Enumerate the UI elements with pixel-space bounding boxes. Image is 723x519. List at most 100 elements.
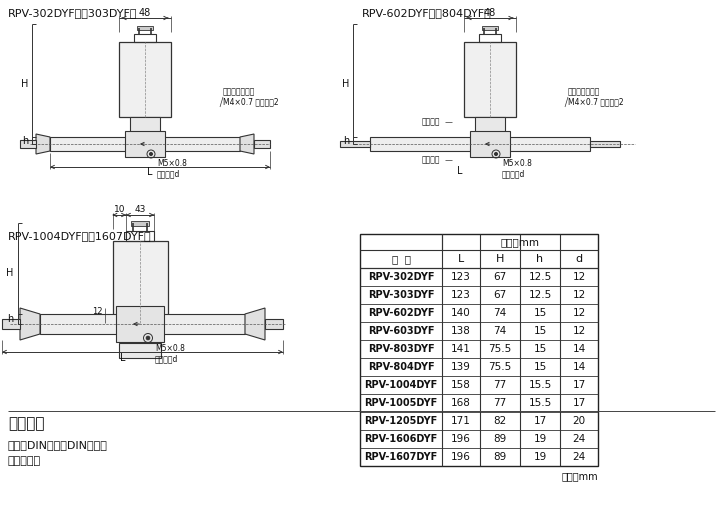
- Bar: [125, 131, 165, 157]
- Text: h: h: [343, 135, 349, 145]
- Bar: [119, 343, 161, 358]
- Text: 12: 12: [573, 326, 586, 336]
- Text: 15: 15: [534, 308, 547, 318]
- Text: 17: 17: [573, 398, 586, 408]
- Text: d: d: [576, 254, 583, 264]
- Bar: [137, 26, 153, 30]
- Circle shape: [146, 336, 150, 340]
- Text: 15: 15: [534, 326, 547, 336]
- Text: M5×0.8
螺丝长度d: M5×0.8 螺丝长度d: [502, 159, 532, 179]
- Text: 43: 43: [134, 206, 146, 214]
- Bar: [479, 34, 501, 42]
- Text: RPV-303DYF: RPV-303DYF: [368, 290, 435, 300]
- Polygon shape: [20, 308, 40, 340]
- Text: 17: 17: [534, 416, 547, 426]
- Bar: [482, 26, 498, 30]
- Text: 15: 15: [534, 362, 547, 372]
- Text: RPV-1004DYF: RPV-1004DYF: [364, 380, 437, 390]
- Text: RPV-1205DYF: RPV-1205DYF: [364, 416, 437, 426]
- Text: 型  号: 型 号: [391, 254, 411, 264]
- Bar: [122, 323, 158, 343]
- Bar: [20, 140, 36, 148]
- Text: L: L: [458, 254, 464, 264]
- Bar: [40, 314, 245, 334]
- Text: 12: 12: [573, 290, 586, 300]
- Text: 171: 171: [451, 416, 471, 426]
- Text: 67: 67: [493, 290, 507, 300]
- Text: 82: 82: [493, 416, 507, 426]
- Text: 19: 19: [534, 434, 547, 444]
- Bar: [113, 241, 168, 323]
- Text: 17: 17: [573, 380, 586, 390]
- Text: 74: 74: [493, 326, 507, 336]
- Text: L: L: [147, 167, 153, 177]
- Text: RPV-1004DYF型～1607DYF型: RPV-1004DYF型～1607DYF型: [8, 231, 152, 241]
- Polygon shape: [36, 134, 50, 154]
- Text: 14: 14: [573, 344, 586, 354]
- Text: 12.5: 12.5: [529, 290, 552, 300]
- Text: 123: 123: [451, 290, 471, 300]
- Text: 14: 14: [573, 362, 586, 372]
- Bar: [360, 234, 598, 466]
- Text: 158: 158: [451, 380, 471, 390]
- Bar: [340, 141, 370, 147]
- Text: 流向表示: 流向表示: [422, 117, 440, 127]
- Text: 75.5: 75.5: [488, 344, 512, 354]
- Text: 15.5: 15.5: [529, 380, 552, 390]
- Text: 15: 15: [534, 344, 547, 354]
- Text: 196: 196: [451, 452, 471, 462]
- Text: 12: 12: [573, 308, 586, 318]
- Bar: [254, 140, 270, 148]
- Text: H: H: [7, 268, 14, 279]
- Bar: [472, 135, 508, 149]
- Text: 单位：mm: 单位：mm: [561, 471, 598, 481]
- Text: 接线用DIN插头（DIN线圈）: 接线用DIN插头（DIN线圈）: [8, 440, 108, 450]
- Bar: [50, 137, 240, 151]
- Text: H: H: [21, 79, 29, 89]
- Text: 10: 10: [114, 206, 125, 214]
- Text: h: h: [22, 135, 28, 145]
- Text: M5×0.8
螺丝长度d: M5×0.8 螺丝长度d: [155, 344, 185, 363]
- Text: L: L: [120, 353, 125, 363]
- Text: RPV-1606DYF: RPV-1606DYF: [364, 434, 437, 444]
- Circle shape: [150, 153, 153, 156]
- Text: 139: 139: [451, 362, 471, 372]
- Bar: [470, 131, 510, 157]
- Bar: [127, 135, 163, 149]
- Text: RPV-302DYF: RPV-302DYF: [368, 272, 435, 282]
- Text: 74: 74: [493, 308, 507, 318]
- Text: 123: 123: [451, 272, 471, 282]
- Bar: [134, 34, 156, 42]
- Text: 嚌叭口螺母: 嚌叭口螺母: [8, 456, 41, 466]
- Text: RPV-302DYF型，303DYF型: RPV-302DYF型，303DYF型: [8, 8, 137, 18]
- Polygon shape: [240, 134, 254, 154]
- Text: 12: 12: [573, 272, 586, 282]
- Bar: [131, 221, 149, 226]
- Text: 24: 24: [573, 434, 586, 444]
- Text: 12.5: 12.5: [529, 272, 552, 282]
- Bar: [116, 306, 164, 342]
- Bar: [119, 42, 171, 117]
- Bar: [464, 42, 516, 117]
- Text: h: h: [7, 314, 13, 324]
- Text: 接地安装螺纹孔
M4×0.7 螺丝长度2: 接地安装螺纹孔 M4×0.7 螺丝长度2: [568, 87, 624, 107]
- Text: 15.5: 15.5: [529, 398, 552, 408]
- Text: H: H: [496, 254, 504, 264]
- Bar: [2, 319, 20, 329]
- Polygon shape: [245, 308, 265, 340]
- Text: 168: 168: [451, 398, 471, 408]
- Bar: [126, 231, 154, 241]
- Text: RPV-602DYF: RPV-602DYF: [368, 308, 435, 318]
- Text: 接地安装螺纹孔
M4×0.7 螺丝长度2: 接地安装螺纹孔 M4×0.7 螺丝长度2: [223, 87, 278, 107]
- Text: 12: 12: [92, 307, 103, 316]
- Bar: [130, 117, 160, 135]
- Text: 89: 89: [493, 452, 507, 462]
- Text: 138: 138: [451, 326, 471, 336]
- Text: 48: 48: [139, 8, 151, 18]
- Text: M5×0.8
螺丝长度d: M5×0.8 螺丝长度d: [157, 159, 187, 179]
- Text: 140: 140: [451, 308, 471, 318]
- Text: RPV-804DYF: RPV-804DYF: [368, 362, 435, 372]
- Text: 196: 196: [451, 434, 471, 444]
- Text: 20: 20: [573, 416, 586, 426]
- Text: h: h: [536, 254, 544, 264]
